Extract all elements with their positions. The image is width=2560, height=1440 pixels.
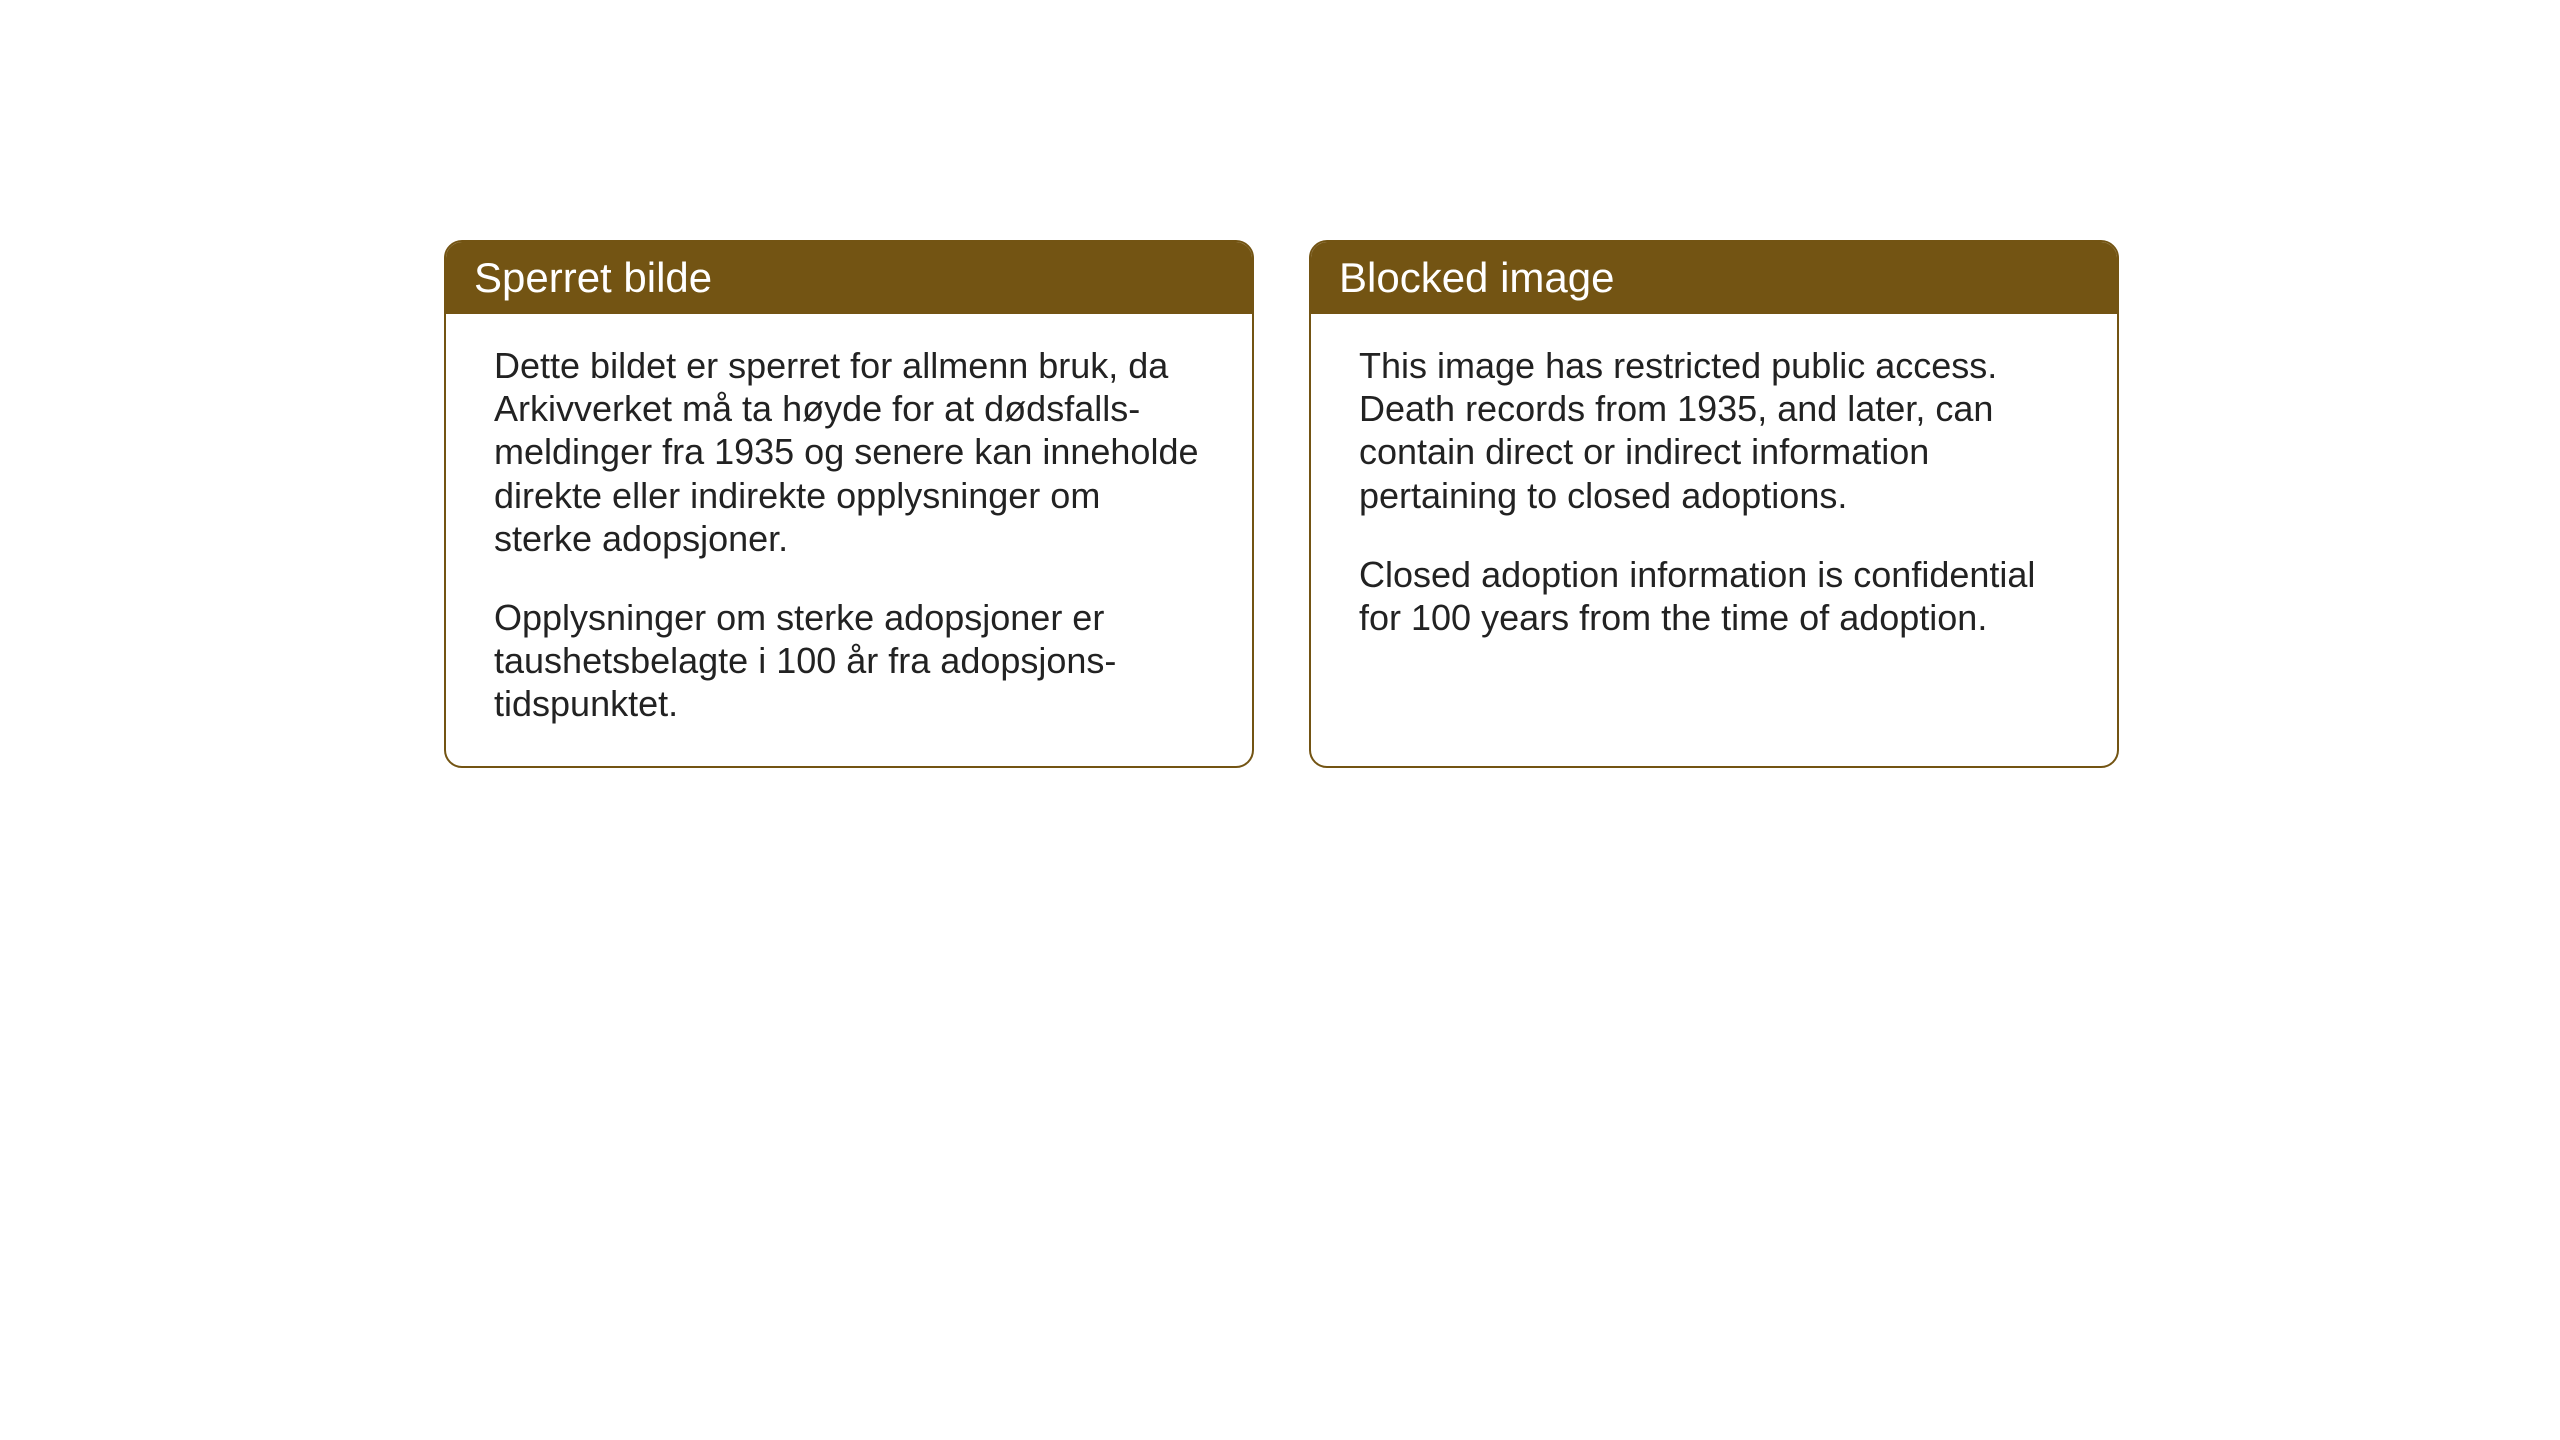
notice-paragraph: Dette bildet er sperret for allmenn bruk… xyxy=(494,344,1204,560)
notice-paragraph: Closed adoption information is confident… xyxy=(1359,553,2069,639)
notice-card-norwegian: Sperret bilde Dette bildet er sperret fo… xyxy=(444,240,1254,768)
card-header-english: Blocked image xyxy=(1311,242,2117,314)
notice-paragraph: Opplysninger om sterke adopsjoner er tau… xyxy=(494,596,1204,726)
card-body-norwegian: Dette bildet er sperret for allmenn bruk… xyxy=(446,314,1252,766)
notice-paragraph: This image has restricted public access.… xyxy=(1359,344,2069,517)
notice-card-english: Blocked image This image has restricted … xyxy=(1309,240,2119,768)
card-header-norwegian: Sperret bilde xyxy=(446,242,1252,314)
card-body-english: This image has restricted public access.… xyxy=(1311,314,2117,754)
notice-cards-container: Sperret bilde Dette bildet er sperret fo… xyxy=(444,240,2119,768)
